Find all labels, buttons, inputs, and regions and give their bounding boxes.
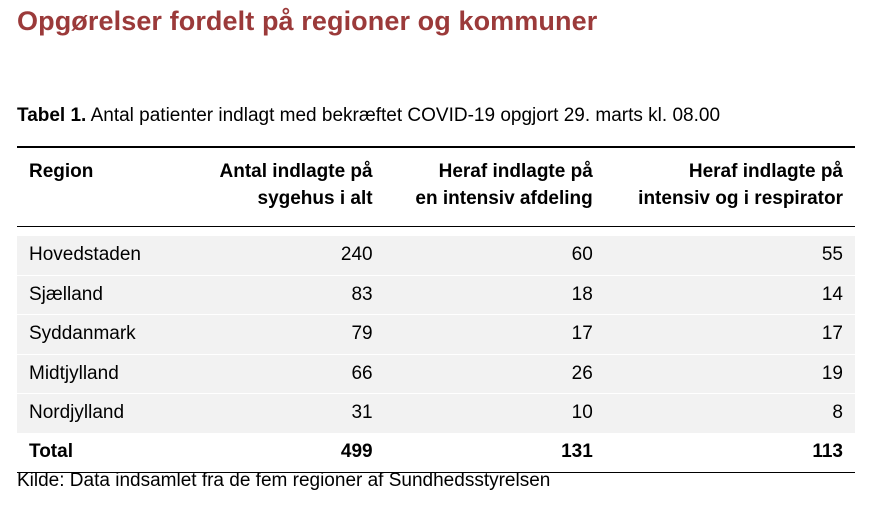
- table-total-row: Total 499 131 113: [17, 432, 855, 472]
- cell-region: Midtjylland: [17, 353, 191, 394]
- table-caption-text: Antal patienter indlagt med bekræftet CO…: [86, 105, 721, 126]
- table-caption-label: Tabel 1.: [17, 105, 87, 126]
- cell-respirator: 17: [604, 314, 855, 354]
- total-respirator: 113: [812, 441, 843, 462]
- total-intensive: 131: [561, 441, 593, 462]
- header-intensive: Heraf indlagte på en intensiv afdeling: [415, 161, 593, 209]
- total-hospitalized: 499: [340, 441, 373, 462]
- table-row: Hovedstaden 240 60 55: [17, 236, 855, 275]
- cell-hospitalized: 79: [191, 314, 385, 354]
- cell-hospitalized: 66: [191, 353, 385, 394]
- page-heading: Opgørelser fordelt på regioner og kommun…: [17, 6, 598, 36]
- cell-hospitalized: 83: [191, 274, 385, 315]
- cell-respirator: 14: [604, 274, 855, 315]
- total-label: Total: [29, 441, 73, 462]
- table-row: Midtjylland 66 26 19: [17, 353, 855, 394]
- cell-hospitalized: 240: [340, 244, 373, 266]
- cell-intensive: 18: [384, 274, 605, 315]
- header-region: Region: [29, 161, 94, 182]
- cell-region: Hovedstaden: [29, 244, 141, 266]
- table-caption: Tabel 1. Antal patienter indlagt med bek…: [17, 105, 720, 127]
- cell-region: Nordjylland: [17, 393, 191, 433]
- cell-intensive: 10: [384, 393, 605, 433]
- table-row: Syddanmark 79 17 17: [17, 314, 855, 354]
- patients-table: Region Antal indlagte på sygehus i alt He…: [17, 146, 855, 473]
- cell-region: Syddanmark: [17, 314, 191, 354]
- table-header-row: Region Antal indlagte på sygehus i alt He…: [17, 147, 855, 227]
- header-respirator: Heraf indlagte på intensiv og i respirato…: [638, 161, 843, 209]
- table-row: Sjælland 83 18 14: [17, 274, 855, 315]
- table-row: Nordjylland 31 10 8: [17, 393, 855, 433]
- cell-respirator: 19: [604, 353, 855, 394]
- cell-respirator: 8: [604, 393, 855, 433]
- header-hospitalized: Antal indlagte på sygehus i alt: [219, 161, 373, 209]
- cell-region: Sjælland: [17, 274, 191, 315]
- cell-hospitalized: 31: [191, 393, 385, 433]
- cell-intensive: 60: [571, 244, 593, 266]
- cell-intensive: 17: [384, 314, 605, 354]
- cell-respirator: 55: [821, 244, 843, 266]
- cell-intensive: 26: [384, 353, 605, 394]
- source-note: Kilde: Data indsamlet fra de fem regione…: [17, 470, 551, 491]
